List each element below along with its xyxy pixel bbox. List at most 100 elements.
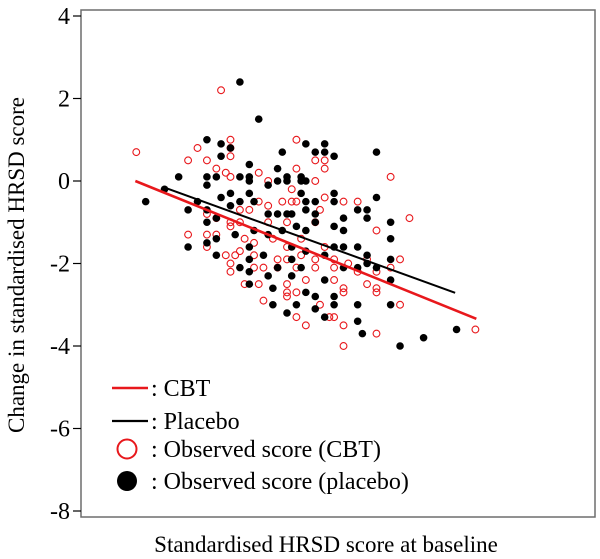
placebo-point [320, 148, 329, 156]
y-tick-label: -2 [50, 252, 70, 278]
cbt-point [278, 197, 287, 206]
cbt-point [221, 168, 230, 177]
placebo-point [330, 152, 338, 161]
placebo-point [311, 197, 320, 206]
cbt-point [292, 197, 301, 206]
placebo-point [212, 173, 221, 181]
placebo-point [217, 140, 225, 148]
cbt-point [363, 280, 372, 289]
placebo-point [302, 226, 310, 235]
cbt-point [301, 276, 310, 284]
cbt-point [330, 276, 339, 284]
x-axis-title: Standardised HRSD score at baseline [154, 532, 498, 557]
placebo-point [353, 243, 362, 251]
placebo-point [141, 197, 150, 206]
data-points [132, 78, 480, 350]
cbt-point [396, 300, 404, 309]
cbt-point [283, 218, 291, 227]
cbt-point [396, 255, 404, 264]
cbt-point [240, 234, 249, 243]
cbt-point [405, 214, 414, 223]
cbt-point [287, 185, 296, 194]
cbt-point [320, 164, 329, 173]
placebo-point [212, 214, 221, 222]
placebo-point [174, 173, 183, 181]
placebo-point [236, 173, 244, 181]
placebo-point [302, 288, 310, 297]
placebo-point [273, 164, 282, 173]
placebo-point [269, 300, 277, 309]
placebo-point [231, 230, 239, 239]
placebo-point [212, 234, 221, 243]
placebo-point [302, 206, 310, 214]
placebo-point [320, 313, 329, 321]
placebo-point [330, 189, 338, 198]
y-tick-label: 2 [58, 87, 70, 113]
placebo-point [217, 152, 225, 161]
cbt-point [254, 168, 263, 177]
placebo-point [236, 197, 244, 206]
cbt-point [330, 263, 339, 272]
cbt-point [212, 164, 221, 173]
cbt-point [245, 205, 254, 214]
placebo-point [245, 189, 254, 198]
placebo-point [217, 193, 225, 202]
placebo-point [372, 148, 381, 156]
cbt-point [372, 329, 381, 338]
cbt-point [311, 255, 320, 264]
cbt-point [226, 135, 235, 144]
cbt-fit-line [134, 179, 477, 320]
placebo-point [353, 300, 362, 309]
cbt-point [316, 300, 324, 309]
placebo-point [283, 309, 291, 317]
cbt-point [339, 197, 348, 206]
placebo-point [245, 160, 254, 169]
legend-open-circle-swatch [116, 438, 138, 460]
placebo-point [339, 226, 348, 235]
cbt-point [184, 156, 193, 165]
cbt-point [320, 193, 329, 202]
placebo-point [273, 177, 282, 185]
cbt-point [353, 197, 362, 206]
cbt-point [202, 156, 211, 165]
placebo-point [311, 148, 320, 156]
placebo-point [259, 251, 268, 260]
placebo-point [419, 333, 428, 342]
cbt-point [226, 172, 235, 181]
cbt-point [287, 197, 296, 206]
placebo-point [264, 181, 272, 189]
cbt-point [283, 288, 291, 297]
cbt-point [264, 201, 273, 210]
placebo-point [203, 239, 211, 247]
placebo-point [236, 78, 244, 86]
placebo-fit-line [165, 187, 456, 294]
cbt-point [311, 177, 320, 185]
y-tick-label: -4 [50, 334, 70, 360]
placebo-point [264, 272, 272, 280]
placebo-point [396, 342, 404, 350]
legend-label: : Observed score (CBT) [151, 437, 381, 463]
placebo-point [245, 255, 254, 264]
cbt-point [311, 263, 320, 272]
cbt-point [339, 321, 348, 330]
placebo-point [203, 135, 211, 144]
y-tick-label: -6 [50, 417, 70, 443]
cbt-point [250, 263, 258, 272]
placebo-point [287, 255, 296, 264]
cbt-point [311, 156, 320, 165]
placebo-point [339, 214, 348, 222]
placebo-point [330, 197, 338, 206]
placebo-point [226, 201, 235, 210]
cbt-point [226, 222, 235, 231]
cbt-point [372, 288, 381, 297]
placebo-point [320, 276, 329, 284]
y-tick-label: 0 [58, 169, 70, 195]
placebo-point [297, 189, 305, 198]
y-tick-label: -8 [50, 499, 70, 525]
placebo-point [184, 206, 192, 214]
placebo-point [330, 300, 338, 309]
placebo-point [184, 243, 192, 251]
placebo-point [386, 276, 395, 284]
placebo-point [311, 292, 320, 301]
